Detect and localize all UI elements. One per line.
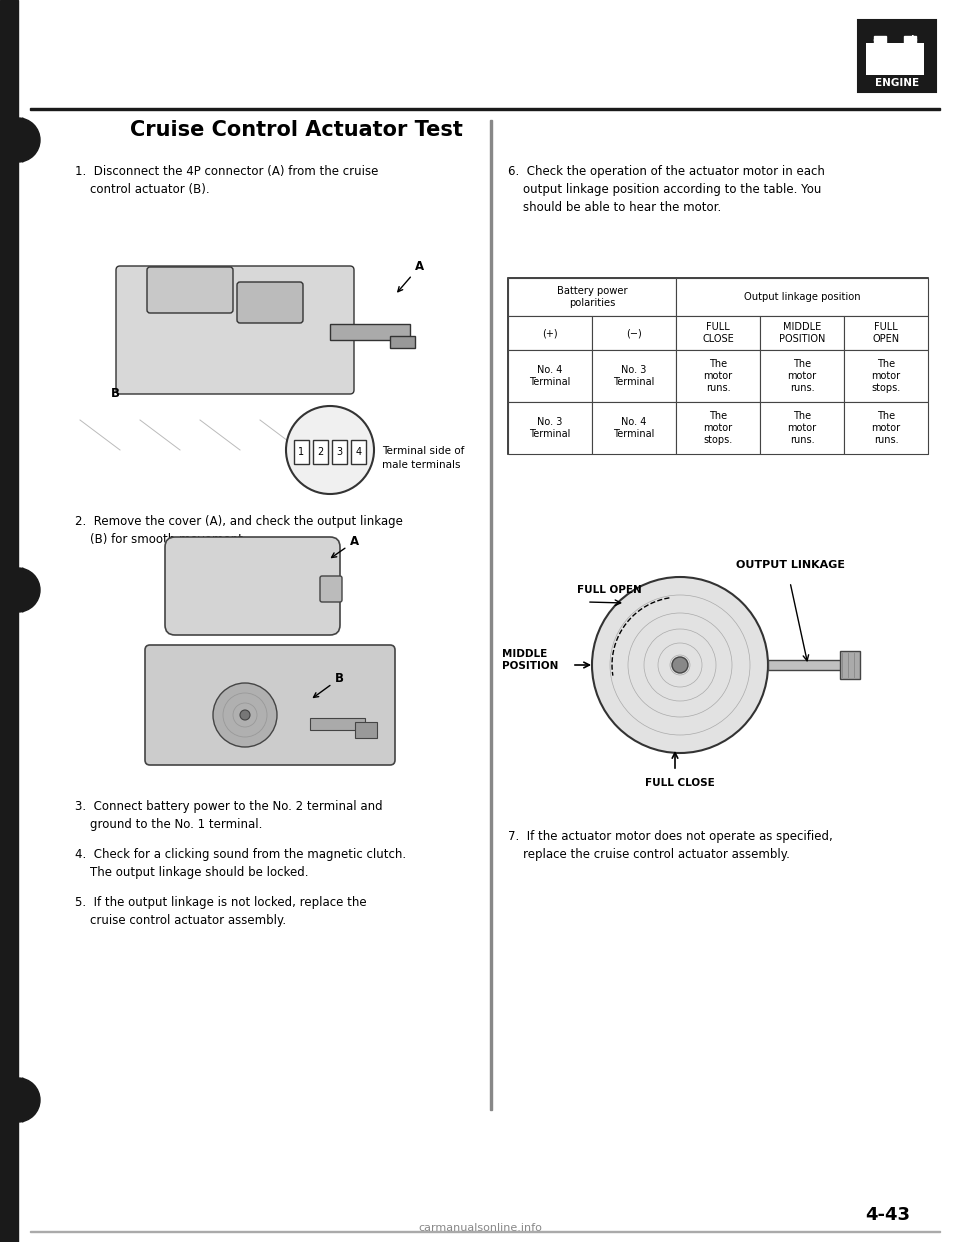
Text: No. 4
Terminal: No. 4 Terminal — [613, 417, 655, 440]
Text: FULL CLOSE: FULL CLOSE — [645, 777, 715, 787]
Bar — [676, 278, 928, 315]
Text: 4: 4 — [355, 447, 362, 457]
Bar — [508, 315, 592, 350]
Text: The
motor
runs.: The motor runs. — [787, 359, 817, 394]
Text: 7.  If the actuator motor does not operate as specified,
    replace the cruise : 7. If the actuator motor does not operat… — [508, 830, 832, 861]
Bar — [0, 0, 18, 1242]
Text: carmanualsonline.info: carmanualsonline.info — [418, 1223, 542, 1233]
Text: 1: 1 — [299, 447, 304, 457]
Circle shape — [0, 568, 40, 612]
Bar — [676, 315, 760, 350]
Bar — [30, 108, 940, 111]
Text: 1.  Disconnect the 4P connector (A) from the cruise
    control actuator (B).: 1. Disconnect the 4P connector (A) from … — [75, 165, 378, 196]
Bar — [508, 278, 928, 455]
Bar — [508, 278, 676, 315]
Text: No. 4
Terminal: No. 4 Terminal — [529, 365, 570, 388]
Circle shape — [672, 657, 688, 673]
Bar — [332, 440, 347, 465]
Circle shape — [592, 578, 768, 753]
Text: Terminal side of
male terminals: Terminal side of male terminals — [382, 446, 465, 469]
FancyBboxPatch shape — [145, 645, 395, 765]
Bar — [313, 440, 328, 465]
Text: Cruise Control Actuator Test: Cruise Control Actuator Test — [130, 120, 463, 140]
Bar — [351, 440, 366, 465]
Text: OUTPUT LINKAGE: OUTPUT LINKAGE — [735, 560, 845, 570]
Text: A: A — [397, 260, 424, 292]
Text: –: – — [873, 34, 879, 47]
Text: Output linkage position: Output linkage position — [744, 292, 860, 302]
Text: No. 3
Terminal: No. 3 Terminal — [613, 365, 655, 388]
Text: MIDDLE
POSITION: MIDDLE POSITION — [779, 322, 826, 344]
Bar — [330, 324, 410, 340]
Text: 5.  If the output linkage is not locked, replace the
    cruise control actuator: 5. If the output linkage is not locked, … — [75, 895, 367, 927]
Bar — [592, 350, 676, 402]
Bar — [390, 337, 415, 348]
Bar — [760, 315, 844, 350]
Bar — [760, 350, 844, 402]
Bar — [310, 718, 365, 730]
Bar — [844, 402, 928, 455]
Text: ENGINE: ENGINE — [875, 78, 919, 88]
Text: FULL OPEN: FULL OPEN — [577, 585, 641, 595]
Text: 2.  Remove the cover (A), and check the output linkage
    (B) for smooth moveme: 2. Remove the cover (A), and check the o… — [75, 515, 403, 546]
Text: A: A — [331, 535, 359, 558]
Circle shape — [0, 1078, 40, 1122]
Bar — [490, 120, 492, 1110]
Text: 4-43: 4-43 — [865, 1206, 910, 1225]
Circle shape — [0, 118, 40, 161]
Circle shape — [240, 710, 250, 720]
Text: No. 3
Terminal: No. 3 Terminal — [529, 417, 570, 440]
Bar — [508, 402, 592, 455]
FancyBboxPatch shape — [320, 576, 342, 602]
Text: B: B — [110, 388, 119, 400]
Text: (+): (+) — [542, 328, 558, 338]
Bar — [676, 350, 760, 402]
Bar — [904, 36, 916, 43]
Text: The
motor
stops.: The motor stops. — [704, 411, 732, 446]
FancyBboxPatch shape — [165, 537, 340, 635]
Bar — [676, 402, 760, 455]
Bar — [30, 1231, 940, 1232]
Bar — [355, 722, 377, 738]
Bar — [874, 36, 886, 43]
Bar — [840, 651, 860, 679]
Bar — [592, 315, 676, 350]
Circle shape — [286, 406, 374, 494]
Text: The
motor
stops.: The motor stops. — [872, 359, 900, 394]
Text: FULL
CLOSE: FULL CLOSE — [702, 322, 733, 344]
Text: 3.  Connect battery power to the No. 2 terminal and
    ground to the No. 1 term: 3. Connect battery power to the No. 2 te… — [75, 800, 383, 831]
Bar — [592, 402, 676, 455]
Text: 4.  Check for a clicking sound from the magnetic clutch.
    The output linkage : 4. Check for a clicking sound from the m… — [75, 848, 406, 879]
Text: B: B — [314, 672, 344, 698]
Text: The
motor
runs.: The motor runs. — [787, 411, 817, 446]
Bar — [294, 440, 309, 465]
Bar — [508, 350, 592, 402]
Text: +: + — [906, 34, 918, 47]
Bar — [844, 350, 928, 402]
Bar — [760, 402, 844, 455]
Text: 3: 3 — [336, 447, 343, 457]
Bar — [844, 315, 928, 350]
Bar — [858, 20, 936, 92]
FancyBboxPatch shape — [116, 266, 354, 394]
Text: (−): (−) — [626, 328, 642, 338]
FancyBboxPatch shape — [237, 282, 303, 323]
Text: The
motor
runs.: The motor runs. — [872, 411, 900, 446]
Text: Battery power
polarities: Battery power polarities — [557, 286, 627, 308]
FancyBboxPatch shape — [147, 267, 233, 313]
Text: MIDDLE
POSITION: MIDDLE POSITION — [502, 648, 559, 671]
Circle shape — [213, 683, 277, 746]
Text: 6.  Check the operation of the actuator motor in each
    output linkage positio: 6. Check the operation of the actuator m… — [508, 165, 825, 214]
Bar — [866, 43, 924, 75]
Bar — [768, 660, 848, 669]
Text: The
motor
runs.: The motor runs. — [704, 359, 732, 394]
Text: FULL
OPEN: FULL OPEN — [873, 322, 900, 344]
Text: 2: 2 — [318, 447, 324, 457]
